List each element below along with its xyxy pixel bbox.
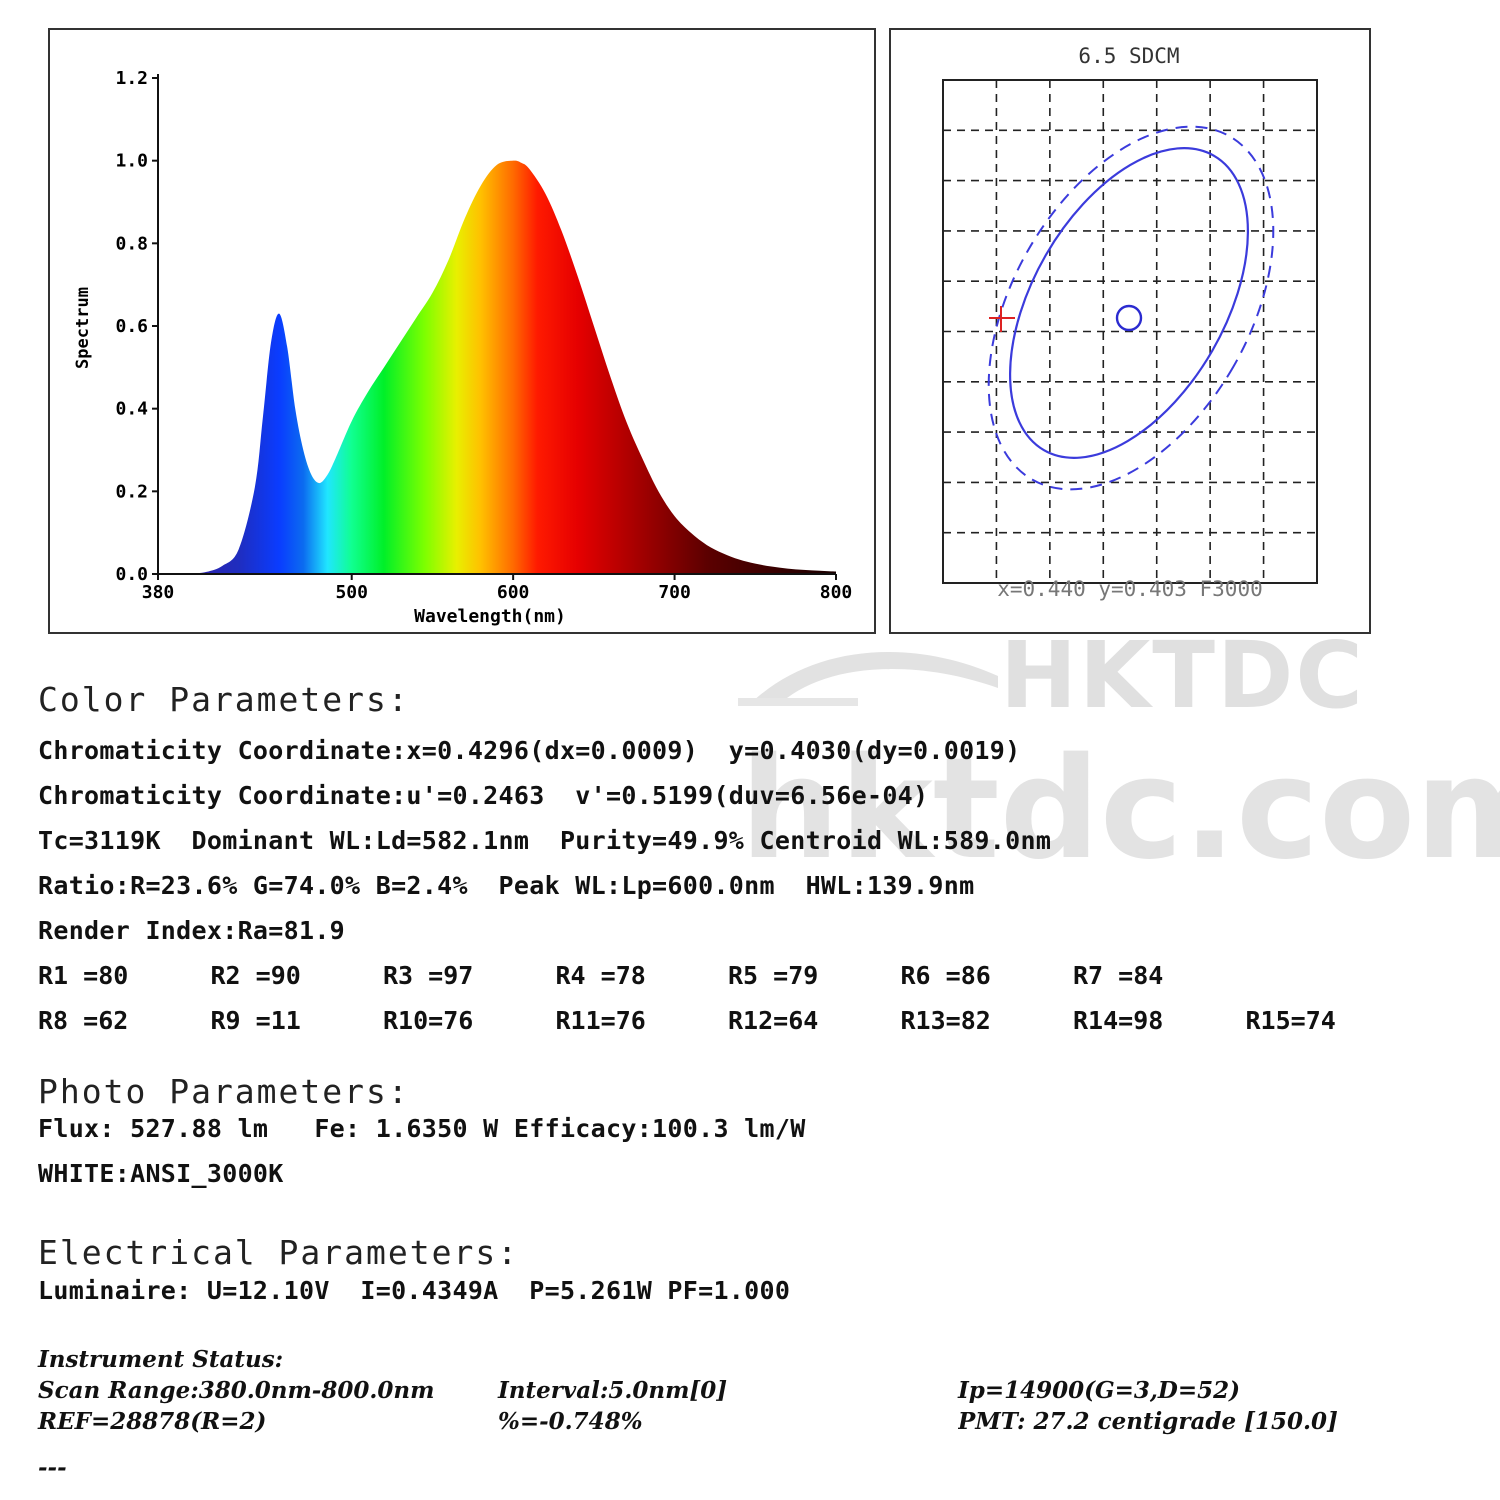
electrical-parameters-heading: Electrical Parameters: [38,1233,520,1272]
r-value-cell: R10=76 [383,1006,474,1035]
instrument-status-heading: Instrument Status: [38,1346,284,1373]
sdcm-ellipse-outer [987,125,1275,491]
sdcm-grid [943,80,1317,583]
spectrum-chart-panel: 0.0 0.2 0.4 0.6 0.8 1.0 1.2 380 500 600 700 800 Spe… [48,28,876,634]
sdcm-measured-point [989,306,1015,332]
r-value-cell: R6 =86 [900,961,991,990]
x-tick-label: 800 [820,582,853,603]
r-value-cell: R7 =84 [1073,961,1164,990]
spectrum-chart: 0.0 0.2 0.4 0.6 0.8 1.0 1.2 380 500 600 700 800 Spe… [73,68,853,627]
ip-value: Ip=14900(G=3,D=52) [958,1377,1241,1404]
x-tick-label: 500 [335,582,368,603]
r-value-cell: R14=98 [1073,1006,1164,1035]
trailing-dashes: --- [38,1454,67,1481]
chromaticity-xy-line: Chromaticity Coordinate:x=0.4296(dx=0.00… [38,736,1021,765]
flux-line: Flux: 527.88 lm Fe: 1.6350 W Efficacy:10… [38,1114,806,1143]
sdcm-chart: 6.5 SDCM x=0.440 y=0.403 F3000 [942,44,1318,601]
y-tick-label: 0.6 [115,316,148,337]
scan-range: Scan Range:380.0nm-800.0nm [38,1377,435,1404]
spectrum-area [190,160,837,574]
pmt-value: PMT: 27.2 centigrade [150.0] [958,1408,1338,1435]
luminaire-line: Luminaire: U=12.10V I=0.4349A P=5.261W P… [38,1276,791,1305]
sdcm-title: 6.5 SDCM [1078,44,1179,68]
x-tick-label: 600 [497,582,530,603]
r-value-cell: R13=82 [900,1006,991,1035]
r-value-cell: R15=74 [1245,1006,1336,1035]
sdcm-chart-panel: 6.5 SDCM x=0.440 y=0.403 F3000 [889,28,1371,634]
interval: Interval:5.0nm[0] [498,1377,728,1404]
white-line: WHITE:ANSI_3000K [38,1159,284,1188]
sdcm-footer: x=0.440 y=0.403 F3000 [997,577,1263,601]
r-value-cell: R1 =80 [38,961,129,990]
sdcm-center-marker [1115,304,1143,332]
chromaticity-uv-line: Chromaticity Coordinate:u'=0.2463 v'=0.5… [38,781,929,810]
y-tick-label: 1.2 [115,68,148,89]
r-value-cell: R5 =79 [728,961,819,990]
color-parameters-heading: Color Parameters: [38,680,410,719]
render-index-line: Render Index:Ra=81.9 [38,916,346,945]
x-tick-label: 700 [658,582,691,603]
sdcm-ellipse-inner [1009,147,1249,459]
y-axis-label: Spectrum [73,287,93,369]
r-value-cell: R11=76 [555,1006,646,1035]
watermark-logo: HKTDC [1000,622,1365,729]
r-value-cell: R9 =11 [210,1006,301,1035]
photo-parameters-heading: Photo Parameters: [38,1072,410,1111]
watermark-swoosh-icon [738,652,998,706]
r-value-cell: R8 =62 [38,1006,129,1035]
r-value-cell: R4 =78 [555,961,646,990]
y-tick-label: 0.0 [115,564,148,585]
x-tick-label: 380 [142,582,175,603]
y-tick-label: 0.2 [115,481,148,502]
y-tick-label: 0.4 [115,399,148,420]
ref-value: REF=28878(R=2) [38,1408,267,1435]
tc-dominant-line: Tc=3119K Dominant WL:Ld=582.1nm Purity=4… [38,826,1052,855]
y-tick-label: 0.8 [115,233,148,254]
r-value-cell: R2 =90 [210,961,301,990]
x-axis-label: Wavelength(nm) [414,606,566,627]
r-value-cell: R12=64 [728,1006,819,1035]
r-value-cell: R3 =97 [383,961,474,990]
ratio-peak-line: Ratio:R=23.6% G=74.0% B=2.4% Peak WL:Lp=… [38,871,975,900]
y-tick-label: 1.0 [115,151,148,172]
percent-value: %=-0.748% [498,1408,643,1435]
